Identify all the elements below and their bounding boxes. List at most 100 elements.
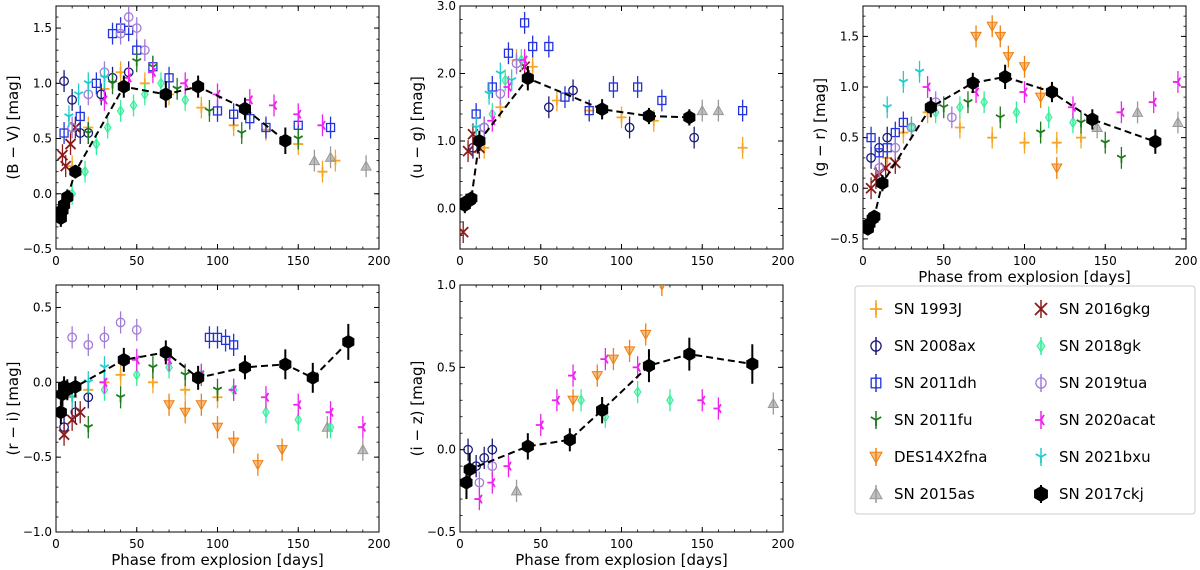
legend-label: SN 1993J — [894, 300, 962, 318]
legend-entry: SN 2008ax — [870, 337, 976, 355]
data-point — [683, 110, 696, 125]
series-sn-2011fu — [83, 356, 223, 439]
y-tick-label: 1.0 — [437, 134, 456, 148]
data-point — [487, 461, 498, 472]
sn-2017ckj-line — [59, 85, 286, 219]
data-point — [503, 82, 512, 92]
data-point — [1172, 77, 1182, 87]
data-point — [995, 114, 1006, 123]
panel-1: 0 50 100 150 200 −0.5 0.0 0.5 1.0 1.5 (B − V) [mag… — [4, 5, 390, 268]
data-point — [954, 122, 965, 133]
data-point — [868, 209, 881, 224]
y-tick-label: 0.0 — [437, 443, 456, 457]
data-point — [924, 100, 937, 115]
series-des14x2fna — [567, 285, 666, 412]
x-tick-label: 50 — [129, 537, 144, 551]
data-point — [473, 134, 486, 148]
data-point — [293, 399, 302, 410]
data-point — [519, 18, 530, 28]
data-point — [577, 394, 585, 407]
x-tick-label: 100 — [206, 537, 229, 551]
data-point — [657, 95, 667, 106]
data-point — [487, 477, 496, 488]
x-tick-label: 0 — [456, 537, 464, 551]
data-point — [260, 392, 270, 403]
legend-frame — [854, 285, 1196, 515]
data-point — [666, 394, 674, 407]
legend-entry: SN 2017ckj — [1034, 485, 1144, 503]
x-tick-label: 100 — [206, 254, 229, 268]
data-point — [325, 407, 334, 418]
data-point — [642, 109, 656, 124]
data-point — [180, 371, 190, 380]
data-point — [211, 422, 224, 434]
data-point — [279, 133, 292, 148]
x-tick-label: 50 — [129, 254, 144, 268]
data-point — [463, 462, 476, 477]
data-point — [357, 443, 369, 455]
data-point — [83, 80, 94, 89]
data-point — [212, 106, 223, 116]
data-point — [591, 371, 604, 382]
data-point — [568, 85, 578, 96]
data-point — [658, 285, 666, 292]
data-point — [103, 121, 112, 134]
data-point — [60, 160, 72, 172]
data-point — [74, 406, 86, 418]
data-point — [544, 41, 554, 52]
data-point — [238, 101, 252, 116]
data-point — [460, 226, 469, 238]
x-axis-label: Phase from explosion [days] — [515, 551, 727, 569]
series-sn-2017ckj — [460, 337, 759, 500]
data-point — [521, 439, 534, 454]
legend-label: SN 2017ckj — [1059, 485, 1144, 503]
data-point — [81, 165, 89, 178]
data-point — [966, 75, 979, 90]
data-point — [1034, 92, 1047, 104]
x-tick-label: 100 — [1013, 254, 1036, 268]
series-sn-2021bxu — [471, 62, 517, 139]
data-point — [970, 31, 982, 43]
series-sn-2021bxu — [64, 66, 110, 128]
series-sn-2016gkg — [58, 401, 86, 446]
legend-marker — [870, 377, 882, 389]
data-point — [914, 68, 925, 77]
x-tick-label: 100 — [610, 254, 633, 268]
data-point — [737, 142, 748, 153]
data-point — [115, 393, 126, 403]
data-point — [317, 166, 328, 177]
data-point — [192, 79, 205, 94]
data-point — [1045, 85, 1059, 100]
data-point — [308, 154, 321, 166]
data-point — [596, 403, 609, 418]
data-point — [1116, 107, 1125, 118]
data-point — [1069, 116, 1077, 129]
data-point — [132, 368, 141, 381]
y-tick-label: 2.0 — [437, 67, 456, 81]
data-point — [511, 58, 522, 69]
x-axis-label: Phase from explosion [days] — [918, 268, 1130, 286]
data-point — [986, 21, 999, 33]
data-point — [584, 105, 594, 116]
data-point — [67, 122, 78, 133]
data-point — [1100, 139, 1111, 148]
data-point — [227, 437, 240, 449]
legend-label: SN 2018gk — [1059, 337, 1141, 355]
legend-marker — [869, 451, 883, 465]
legend-marker — [870, 416, 882, 426]
data-point — [1091, 121, 1104, 132]
data-point — [99, 95, 108, 105]
data-point — [501, 74, 510, 87]
data-point — [474, 494, 483, 504]
data-point — [642, 358, 656, 373]
data-point — [484, 90, 494, 99]
legend-entry: SN 2020acat — [1035, 411, 1155, 429]
legend-marker — [1035, 414, 1045, 426]
data-point — [1116, 154, 1127, 163]
data-point — [164, 73, 174, 83]
data-point — [269, 100, 278, 111]
x-tick-label: 200 — [772, 254, 795, 268]
data-point — [463, 444, 473, 455]
series-des14x2fna — [970, 15, 1063, 179]
data-point — [1131, 106, 1144, 117]
